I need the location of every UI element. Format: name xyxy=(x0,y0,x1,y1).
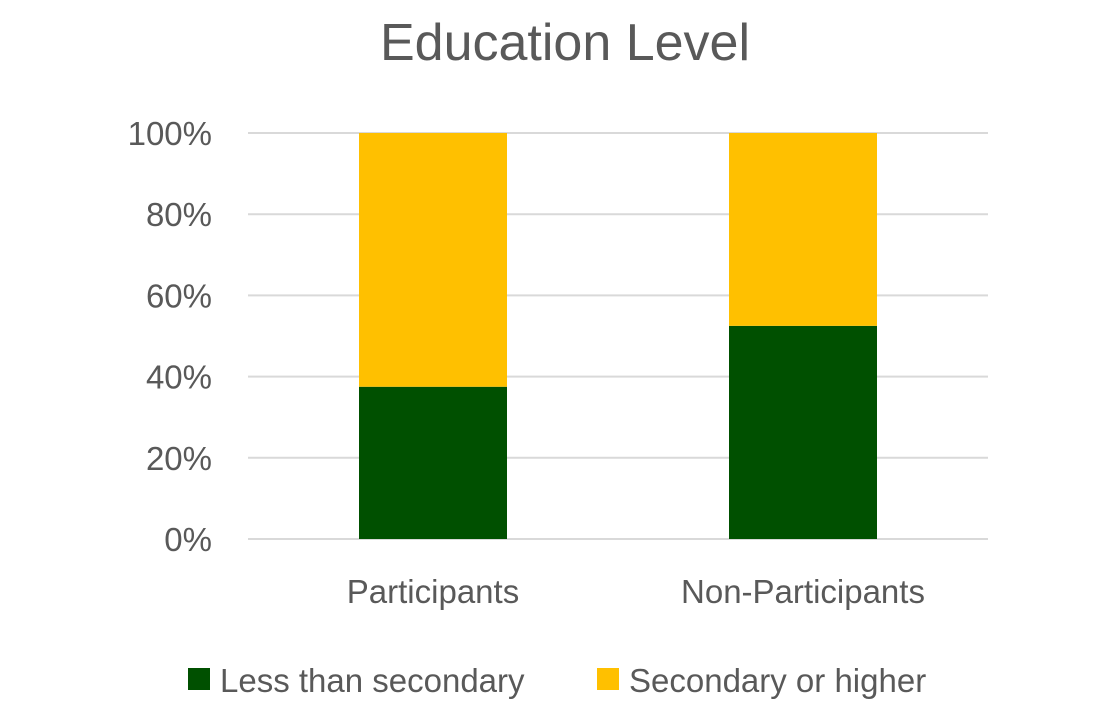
y-axis-ticks: 0% 20% 40% 60% 80% 100% xyxy=(128,115,212,558)
legend-label: Secondary or higher xyxy=(629,662,926,699)
legend-swatch xyxy=(597,668,619,690)
chart-title: Education Level xyxy=(380,14,750,72)
x-category-label: Participants xyxy=(347,573,519,610)
y-tick-label: 40% xyxy=(146,359,212,396)
y-tick-label: 60% xyxy=(146,277,212,314)
y-tick-label: 100% xyxy=(128,115,212,152)
y-tick-label: 0% xyxy=(164,521,212,558)
y-tick-label: 80% xyxy=(146,196,212,233)
legend-label: Less than secondary xyxy=(220,662,525,699)
legend-swatch xyxy=(188,668,210,690)
x-category-label: Non-Participants xyxy=(681,573,925,610)
bars xyxy=(359,133,877,539)
bar-segment-less-than-secondary xyxy=(359,386,507,539)
x-axis-categories: Participants Non-Participants xyxy=(347,573,925,610)
bar-segment-less-than-secondary xyxy=(729,325,877,539)
y-tick-label: 20% xyxy=(146,440,212,477)
bar-segment-secondary-or-higher xyxy=(359,133,507,387)
legend: Less than secondary Secondary or higher xyxy=(188,662,926,699)
bar-segment-secondary-or-higher xyxy=(729,133,877,326)
